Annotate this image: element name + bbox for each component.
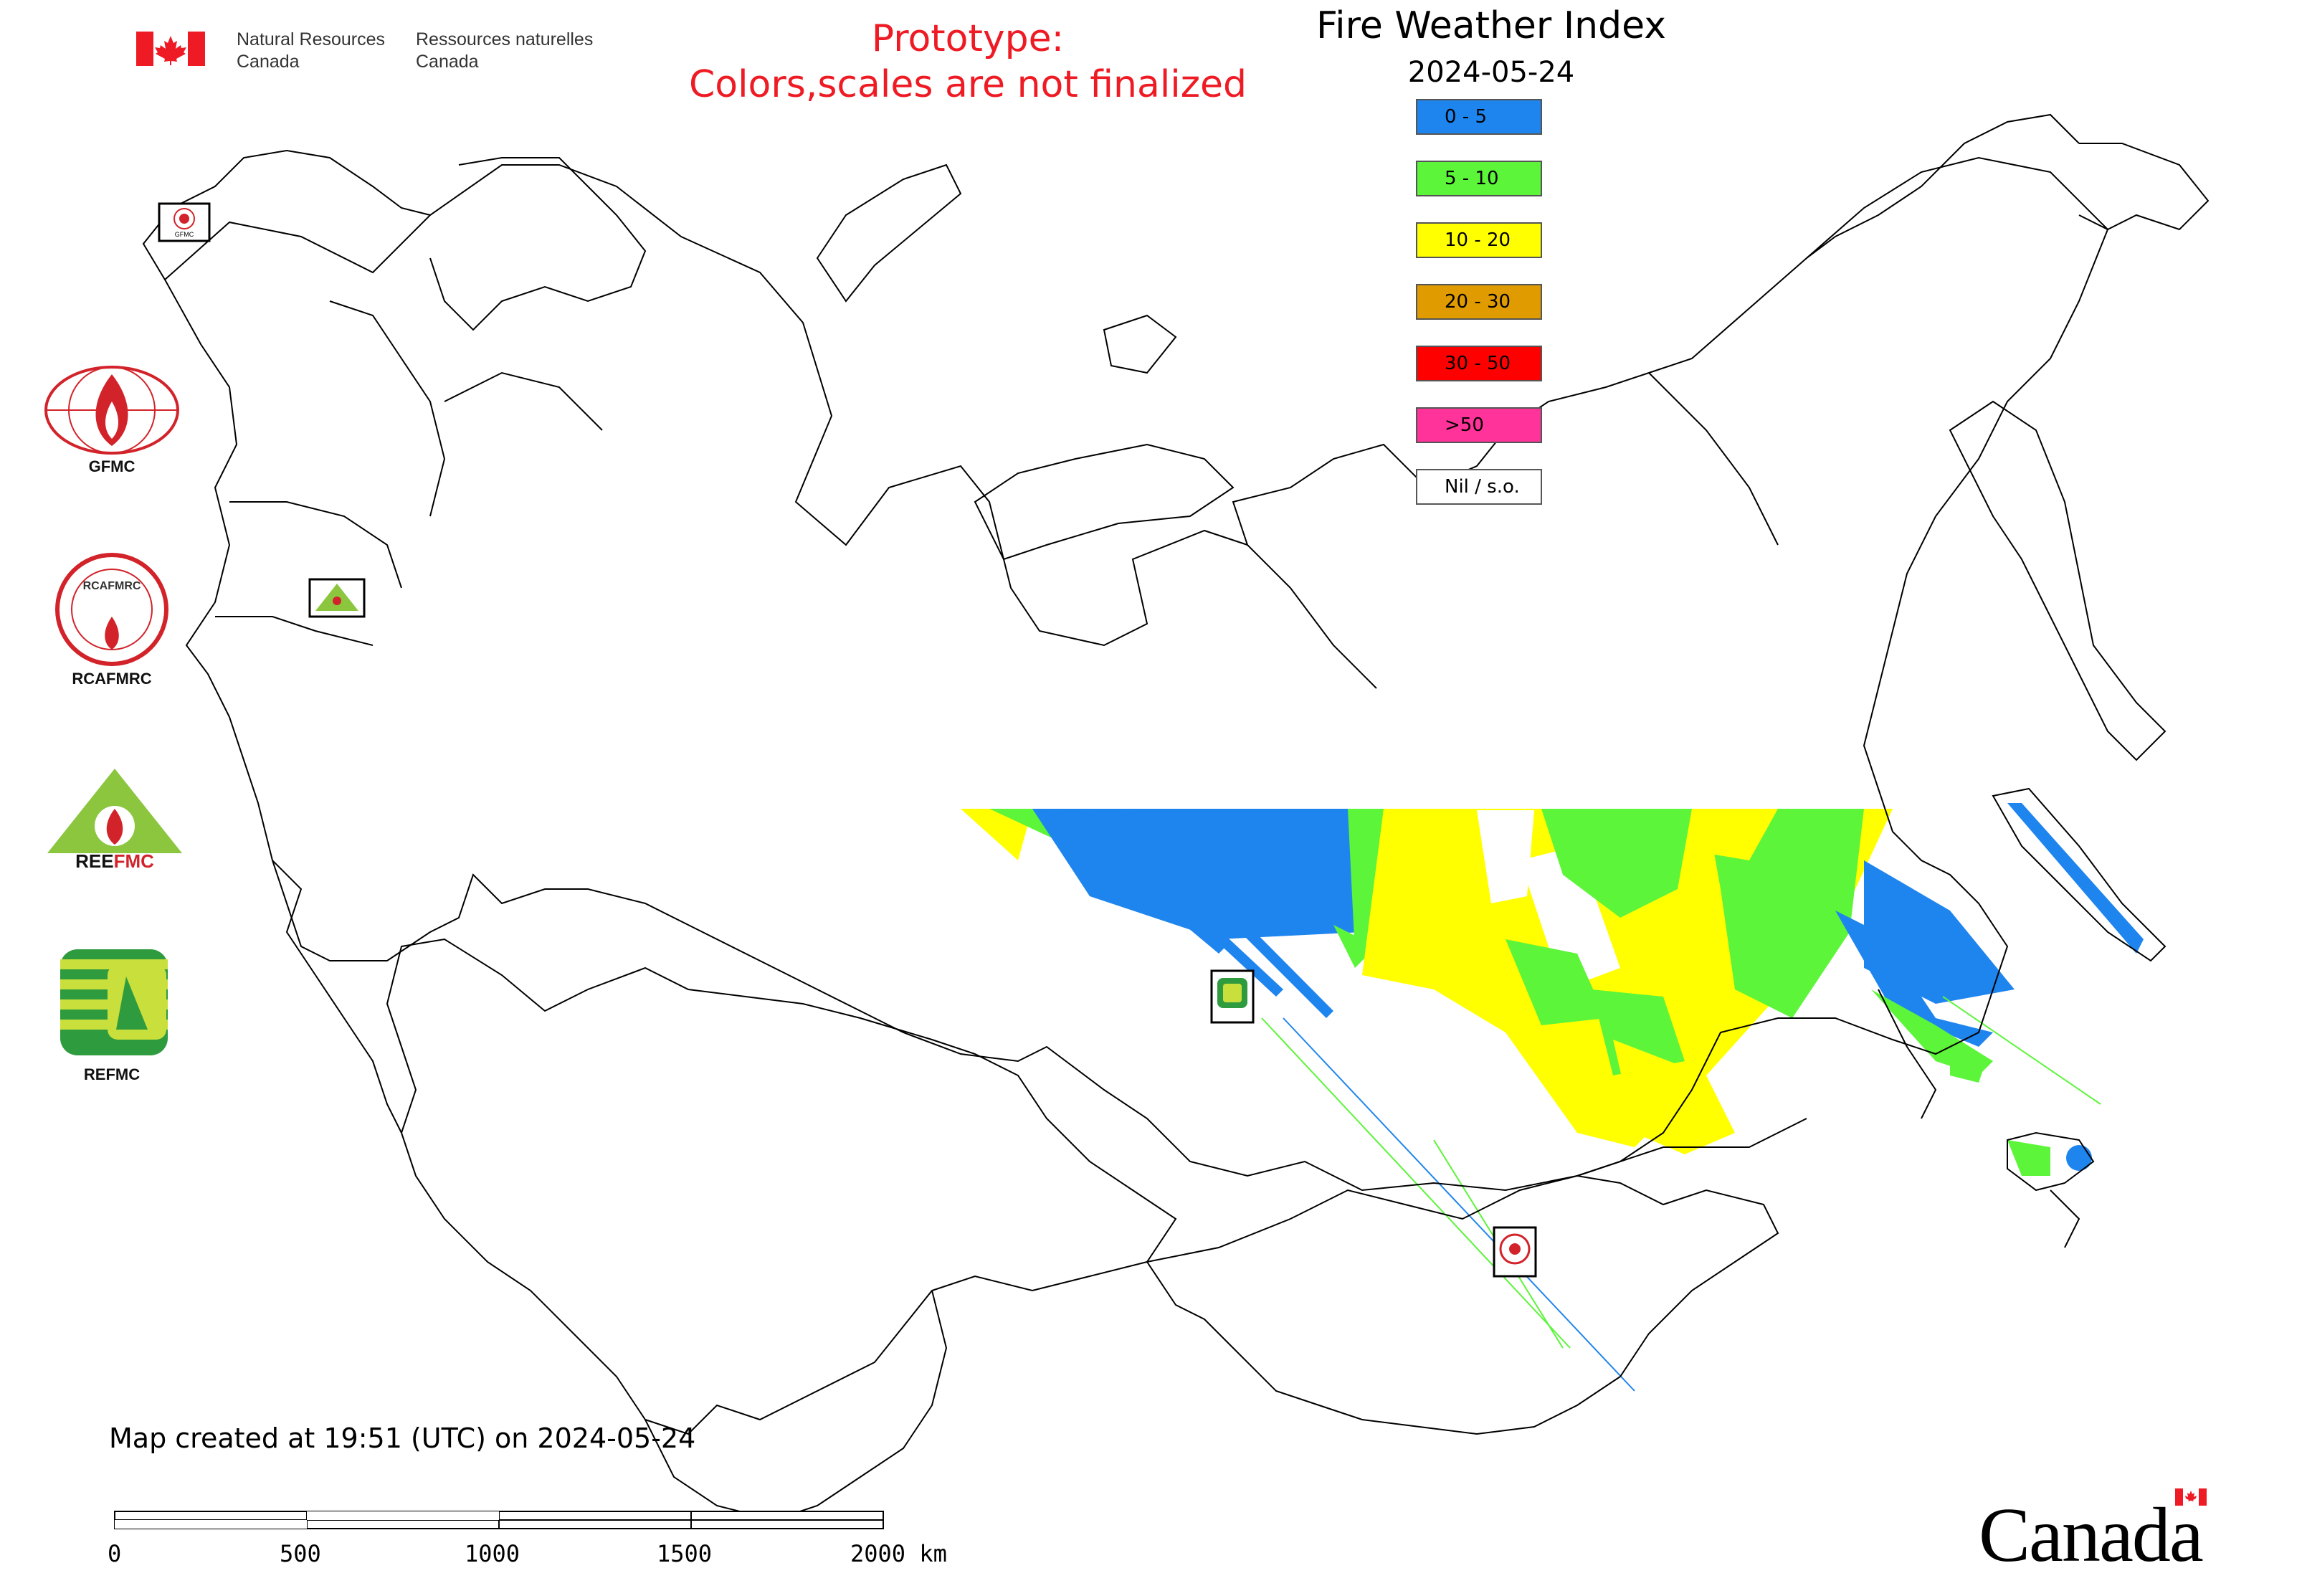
refmc-emblem-icon bbox=[60, 949, 168, 1055]
rcafmrc-label: RCAFMRC bbox=[72, 670, 152, 688]
scale-label-1000: 1000 bbox=[465, 1540, 520, 1567]
nrcan-english: Natural Resources Canada bbox=[237, 29, 385, 73]
map-logo-refmc[interactable] bbox=[1210, 969, 1255, 1024]
rcafmrc-logo[interactable]: RCAFMRC RCAFMRC bbox=[40, 552, 184, 695]
map-logo-gfmc-label: GFMC bbox=[175, 231, 194, 238]
map-title: Fire Weather Index bbox=[1316, 4, 1666, 47]
gfmc-emblem-icon bbox=[44, 366, 179, 455]
nrcan-en-line1: Natural Resources bbox=[237, 29, 386, 49]
nrcan-fr-line2: Canada bbox=[416, 52, 479, 72]
legend-item-30-50: 30 - 50 bbox=[1416, 346, 1542, 381]
country-boundaries bbox=[142, 113, 2210, 1521]
legend-label: 10 - 20 bbox=[1445, 229, 1511, 251]
map-date: 2024-05-24 bbox=[1407, 56, 1575, 89]
reefmc-logo[interactable]: REEFMC bbox=[36, 766, 194, 880]
legend-item-gt50: >50 bbox=[1416, 407, 1542, 443]
legend-item-5-10: 5 - 10 bbox=[1416, 161, 1542, 196]
legend-label: 20 - 30 bbox=[1445, 291, 1511, 313]
legend-label: 5 - 10 bbox=[1445, 168, 1499, 189]
scale-label-1500: 1500 bbox=[657, 1540, 713, 1567]
map-logo-gfmc[interactable]: GFMC bbox=[158, 202, 211, 242]
legend-item-0-5: 0 - 5 bbox=[1416, 99, 1542, 135]
scale-label-500: 500 bbox=[280, 1540, 321, 1567]
gfmc-label: GFMC bbox=[88, 457, 135, 475]
prototype-notice: Prototype: Colors,scales are not finaliz… bbox=[645, 16, 1290, 108]
legend-label: >50 bbox=[1445, 414, 1484, 436]
map-logo-reefmc[interactable] bbox=[308, 578, 366, 618]
refmc-label: REFMC bbox=[83, 1065, 141, 1083]
legend-label: Nil / s.o. bbox=[1445, 476, 1520, 498]
nrcan-signature: Natural Resources Canada Ressources natu… bbox=[136, 29, 624, 79]
legend-label: 0 - 5 bbox=[1445, 106, 1487, 128]
legend-item-20-30: 20 - 30 bbox=[1416, 284, 1542, 320]
scale-bar: 0 500 1000 1500 2000 km bbox=[108, 1498, 968, 1577]
gfmc-logo[interactable]: GFMC bbox=[40, 358, 184, 488]
legend-item-10-20: 10 - 20 bbox=[1416, 222, 1542, 258]
canada-wordmark-flag-icon bbox=[2174, 1488, 2207, 1506]
nrcan-en-line2: Canada bbox=[237, 52, 300, 72]
fwi-data-layer bbox=[961, 803, 2144, 1392]
map-logo-rcafmrc[interactable] bbox=[1493, 1226, 1537, 1278]
scale-label-0: 0 bbox=[108, 1540, 122, 1567]
reefmc-emblem-icon: REEFMC bbox=[42, 769, 188, 872]
svg-text:REEFMC: REEFMC bbox=[75, 850, 154, 872]
prototype-line1: Prototype: bbox=[871, 17, 1065, 60]
prototype-line2: Colors,scales are not finalized bbox=[688, 63, 1247, 106]
refmc-logo[interactable]: REFMC bbox=[40, 945, 184, 1088]
svg-text:RCAFMRC: RCAFMRC bbox=[83, 580, 141, 592]
canada-flag-icon bbox=[136, 32, 205, 66]
canada-wordmark-text: Canada bbox=[1979, 1493, 2204, 1578]
legend-item-nil: Nil / s.o. bbox=[1416, 469, 1542, 505]
nrcan-french: Ressources naturelles Canada bbox=[416, 29, 593, 73]
creation-timestamp: Map created at 19:51 (UTC) on 2024-05-24 bbox=[109, 1422, 696, 1454]
legend-label: 30 - 50 bbox=[1445, 353, 1511, 374]
scale-bar-graphic bbox=[114, 1511, 884, 1529]
nrcan-fr-line1: Ressources naturelles bbox=[416, 29, 594, 49]
canada-wordmark: Canada bbox=[1979, 1488, 2207, 1580]
legend: 0 - 5 5 - 10 10 - 20 20 - 30 30 - 50 >50… bbox=[1416, 99, 1545, 508]
scale-label-2000: 2000 km bbox=[850, 1540, 947, 1567]
rcafmrc-emblem-icon: RCAFMRC bbox=[55, 553, 168, 666]
